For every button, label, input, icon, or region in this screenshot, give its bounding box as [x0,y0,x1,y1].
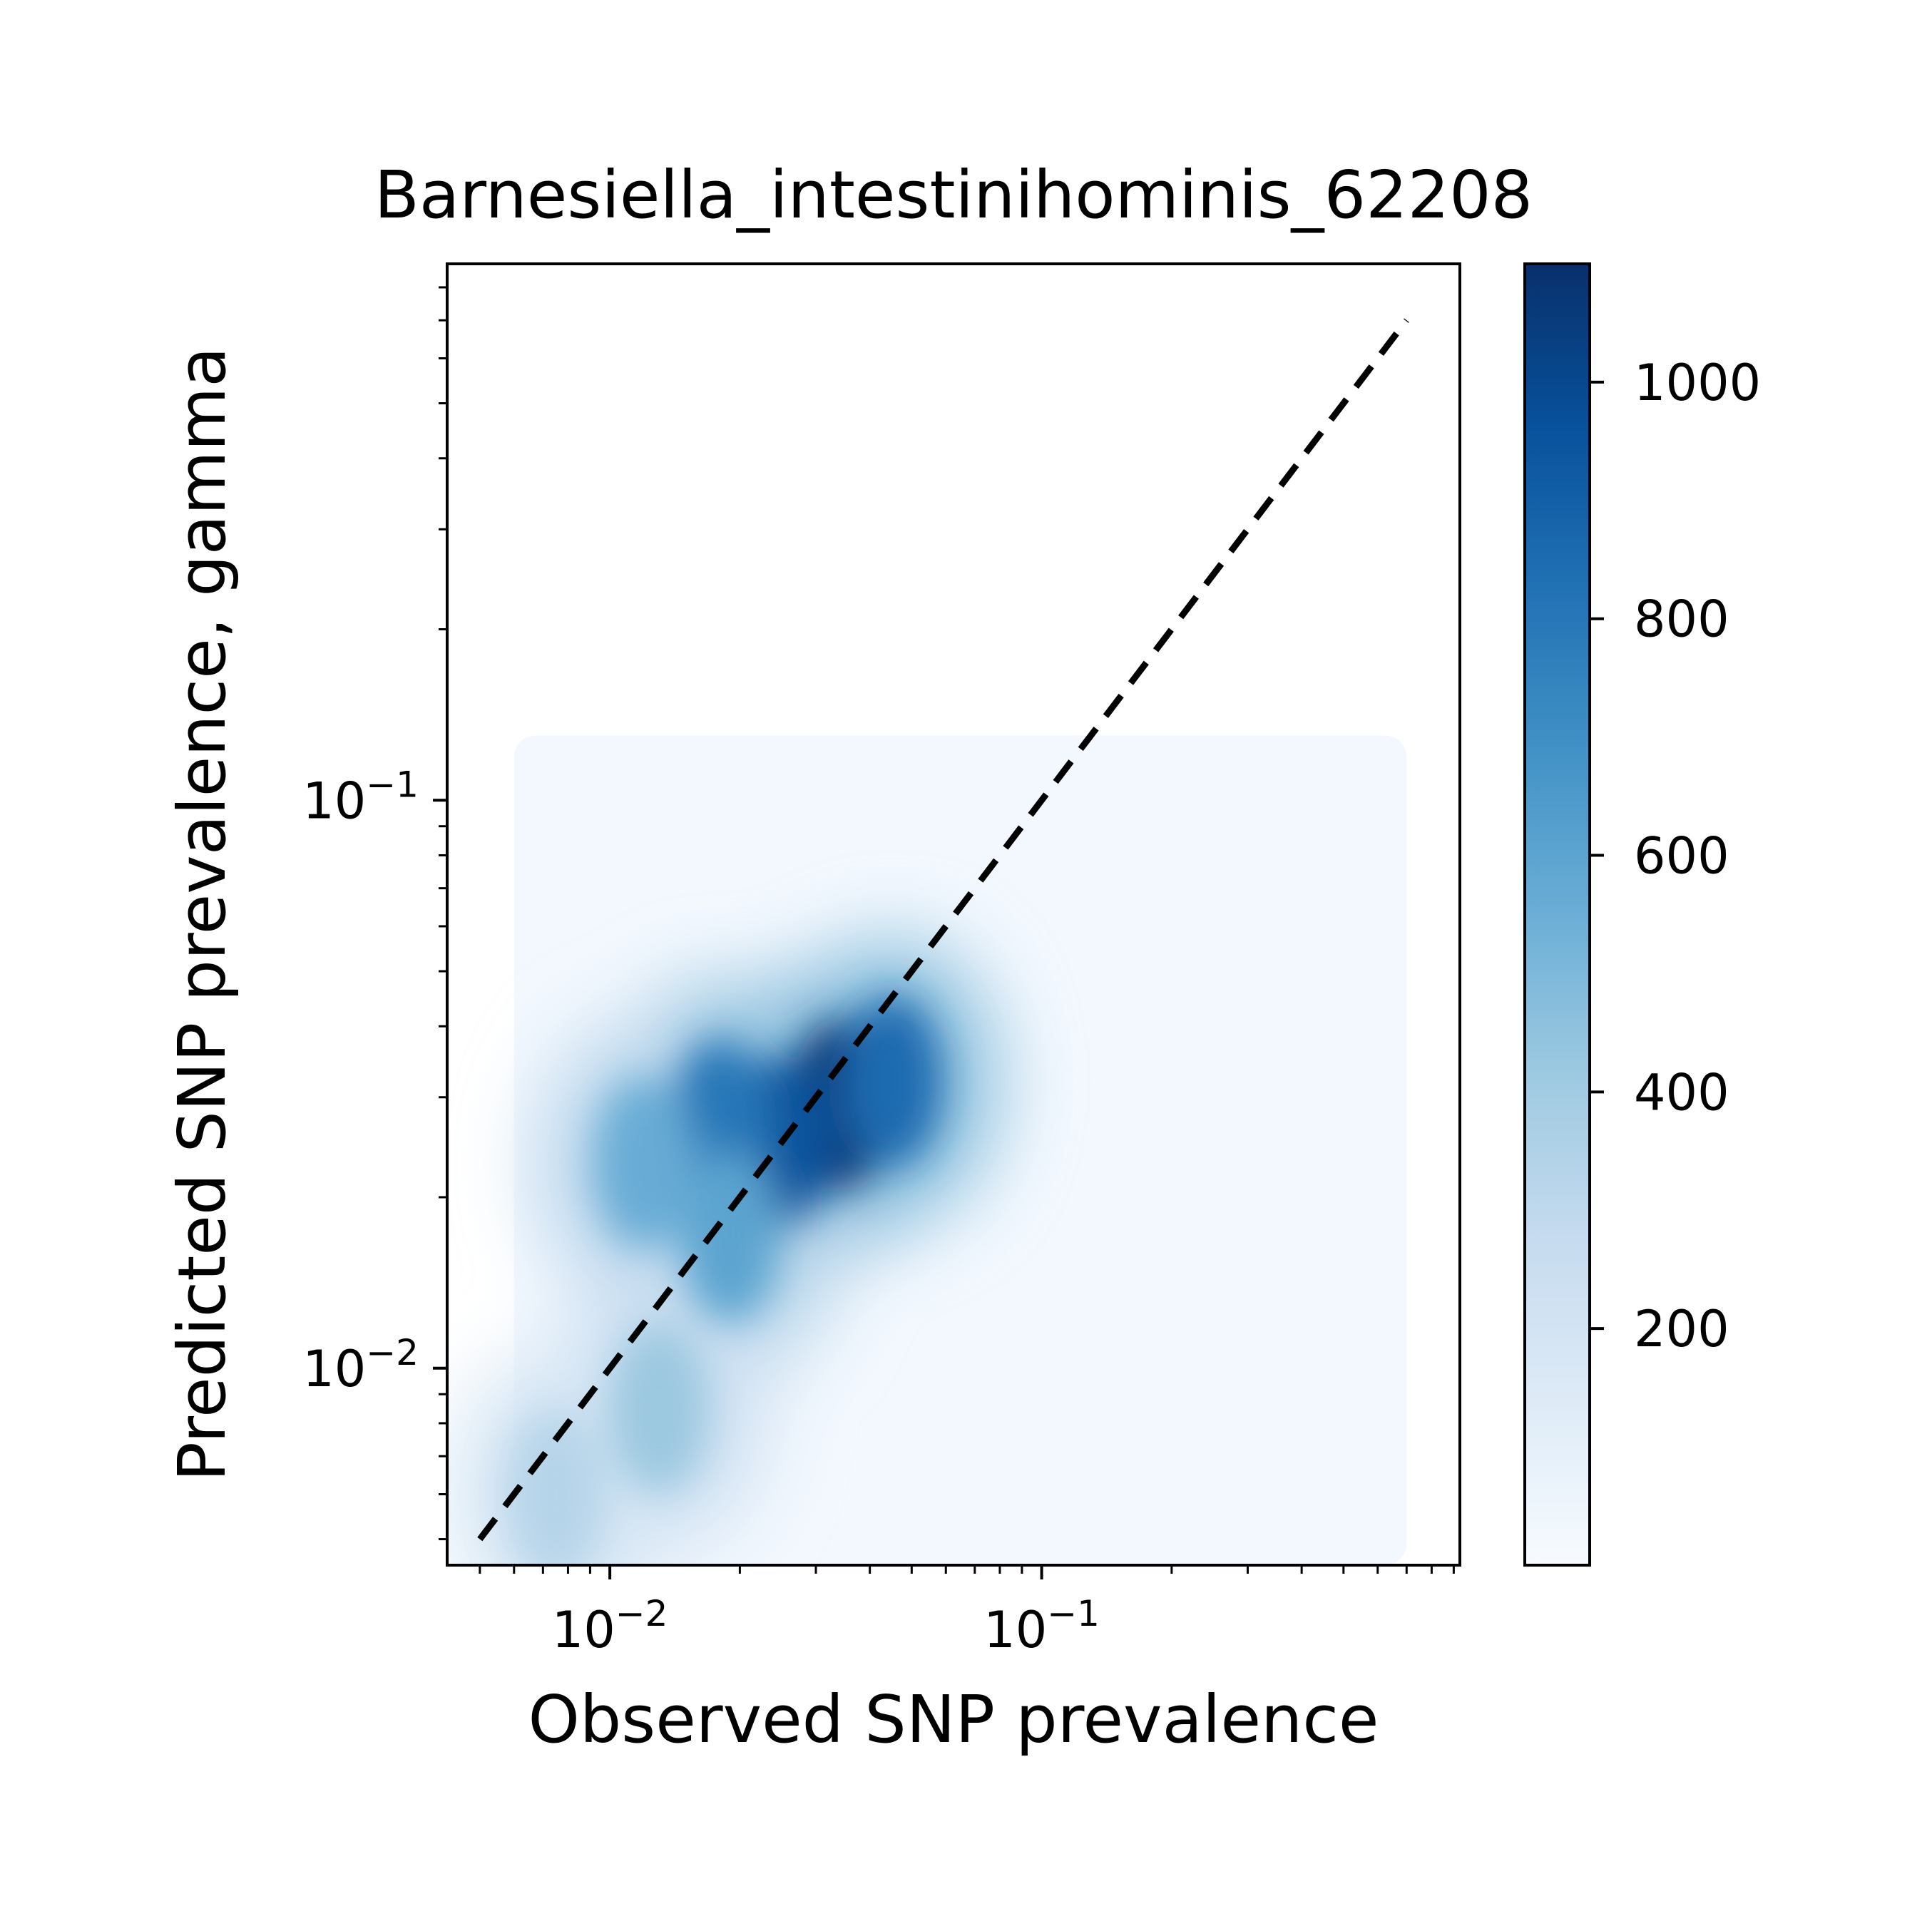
density-hotspot [680,1152,780,1323]
x-axis-label: Observed SNP prevalence [528,1681,1379,1758]
y-axis-ticks: 10−2 10−1 [302,286,447,1541]
colorbar-tick-label: 400 [1634,1063,1729,1122]
x-tick-label: 10−2 [552,1593,668,1659]
colorbar-tick-label: 800 [1634,590,1729,649]
density-hotspot [506,1408,606,1565]
colorbar-gradient [1525,264,1590,1565]
y-tick-label: 10−1 [302,764,419,830]
x-axis-ticks: 10−2 10−1 [479,1565,1455,1659]
density-layer [449,735,1407,1565]
chart-title: Barnesiella_intestinihominis_62208 [374,157,1533,233]
y-tick-label: 10−2 [302,1332,419,1398]
density-hotspot [609,1323,710,1495]
plot-frame [446,262,1461,1567]
density-hotspot [594,1077,695,1249]
colorbar: 200 400 600 800 1000 [1523,262,1761,1567]
density-core [506,995,942,1565]
density-hotspot [842,995,942,1167]
y-axis-label: Predicted SNP prevalence, gamma [164,347,240,1481]
colorbar-tick-label: 600 [1634,827,1729,886]
colorbar-frame [1523,262,1591,1567]
plot-area: 10−2 10−1 10−2 10−1 [302,262,1461,1659]
colorbar-tick-label: 1000 [1634,354,1761,412]
colorbar-tick-label: 200 [1634,1300,1729,1358]
x-tick-label: 10−1 [983,1593,1100,1659]
reference-line [477,318,1409,1542]
colorbar-ticks: 200 400 600 800 1000 [1590,354,1761,1358]
